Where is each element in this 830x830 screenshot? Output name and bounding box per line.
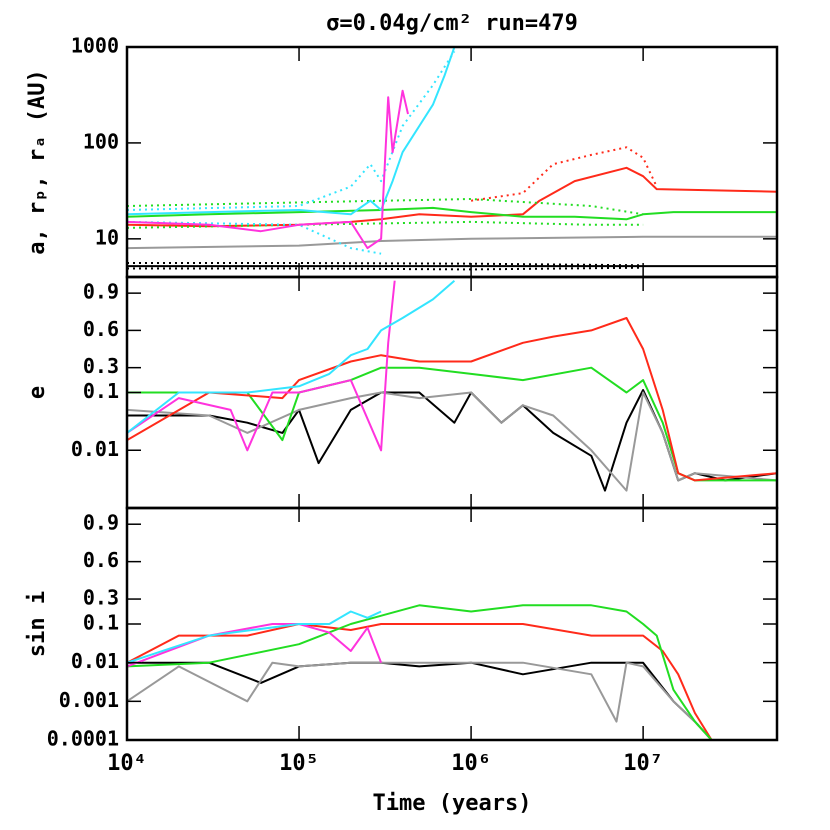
y-axis-label: a, rₚ, rₐ (AU) bbox=[25, 69, 50, 254]
y-tick-label: 0.1 bbox=[83, 611, 119, 635]
data-line bbox=[127, 235, 777, 250]
y-tick-label: 1000 bbox=[71, 34, 119, 58]
y-tick-label: 0.3 bbox=[83, 586, 119, 610]
plot-area bbox=[127, 604, 713, 740]
data-line bbox=[127, 89, 409, 250]
data-line bbox=[127, 604, 713, 740]
y-tick-label: 100 bbox=[83, 129, 119, 153]
x-tick-label: 10⁶ bbox=[451, 751, 491, 776]
y-tick-label: 10 bbox=[95, 225, 119, 249]
y-tick-label: 0.1 bbox=[83, 379, 119, 403]
y-tick-label: 0.6 bbox=[83, 548, 119, 572]
data-line bbox=[127, 279, 456, 434]
y-tick-label: 0.3 bbox=[83, 354, 119, 378]
data-line bbox=[127, 220, 382, 255]
y-tick-label: 0.0001 bbox=[47, 727, 119, 751]
y-tick-label: 0.9 bbox=[83, 511, 119, 535]
x-tick-label: 10⁷ bbox=[623, 751, 663, 776]
data-line bbox=[127, 206, 777, 221]
plot-area bbox=[127, 47, 777, 271]
data-line bbox=[127, 198, 644, 216]
y-tick-label: 0.01 bbox=[71, 649, 119, 673]
data-line bbox=[127, 391, 777, 492]
data-line bbox=[127, 366, 777, 482]
data-line bbox=[127, 262, 644, 267]
chart-title: σ=0.04g/cm² run=479 bbox=[326, 11, 578, 36]
plot-frame bbox=[125, 506, 779, 742]
data-line bbox=[470, 146, 658, 202]
data-line bbox=[127, 623, 713, 740]
y-axis-label: sin i bbox=[25, 591, 50, 657]
plot-frame bbox=[125, 45, 779, 279]
y-tick-label: 0.001 bbox=[59, 688, 119, 712]
data-line bbox=[127, 280, 396, 452]
data-line bbox=[127, 266, 644, 271]
y-tick-label: 0.6 bbox=[83, 317, 119, 341]
y-tick-label: 0.01 bbox=[71, 437, 119, 461]
y-tick-label: 0.9 bbox=[83, 280, 119, 304]
data-line bbox=[127, 220, 644, 229]
data-line bbox=[127, 610, 382, 664]
data-line bbox=[127, 50, 456, 211]
y-axis-label: e bbox=[25, 386, 50, 399]
data-line bbox=[127, 661, 713, 740]
x-tick-label: 10⁵ bbox=[279, 751, 319, 776]
x-axis-label: Time (years) bbox=[373, 791, 532, 816]
data-line bbox=[127, 317, 777, 482]
data-line bbox=[127, 166, 777, 228]
x-tick-label: 10⁴ bbox=[107, 751, 147, 776]
data-line bbox=[127, 47, 456, 216]
plot-area bbox=[127, 279, 777, 492]
data-line bbox=[127, 389, 777, 492]
